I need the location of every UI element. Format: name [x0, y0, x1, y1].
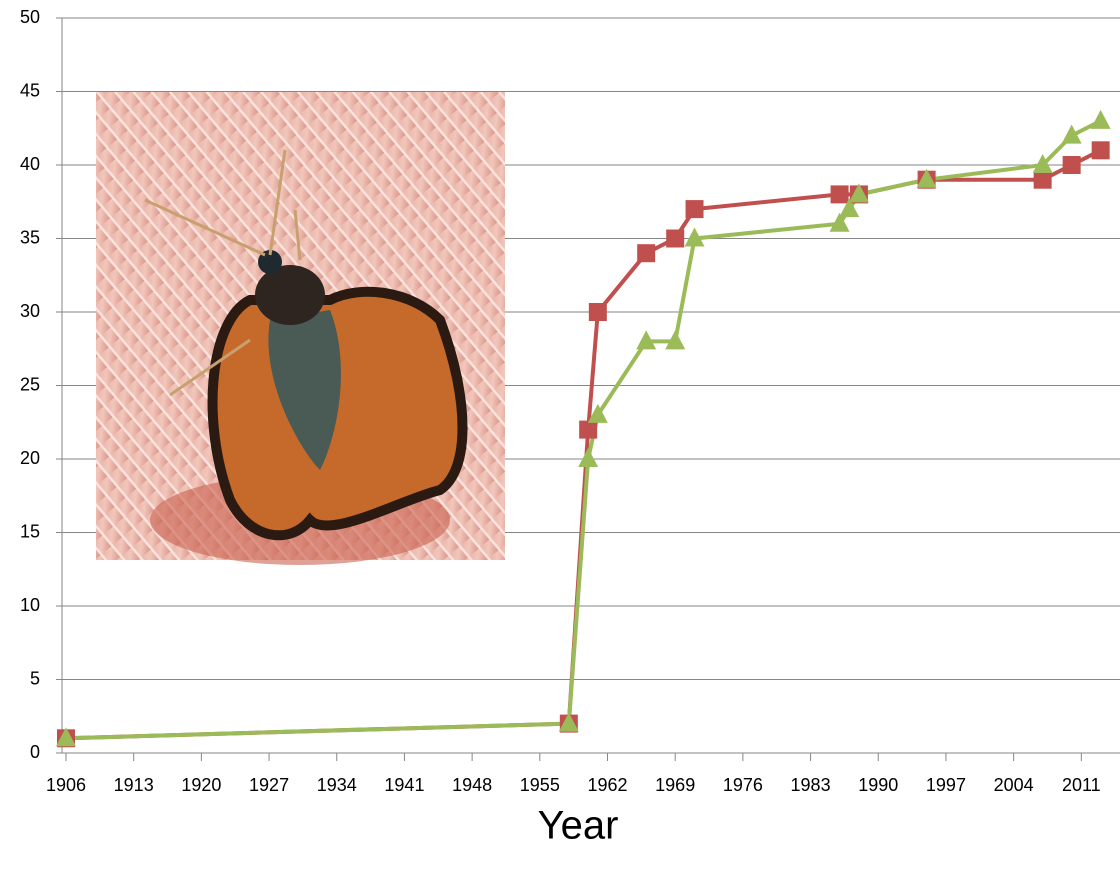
marker [1091, 110, 1111, 129]
x-tick-label: 1920 [181, 775, 221, 795]
marker [589, 303, 607, 321]
marker [578, 448, 598, 467]
y-tick-label: 30 [20, 301, 40, 321]
marker [686, 200, 704, 218]
x-tick-label: 1990 [858, 775, 898, 795]
marker [1063, 156, 1081, 174]
y-tick-label: 5 [30, 668, 40, 688]
photo-inset [96, 92, 505, 565]
x-tick-label: 1948 [452, 775, 492, 795]
insect-body [213, 292, 463, 535]
x-tick-label: 2004 [994, 775, 1034, 795]
x-tick-label: 1997 [926, 775, 966, 795]
x-tick-label: 2011 [1062, 775, 1101, 795]
y-tick-label: 45 [20, 80, 40, 100]
marker [637, 244, 655, 262]
y-tick-label: 50 [20, 7, 40, 27]
y-tick-label: 15 [20, 521, 40, 541]
y-tick-label: 10 [20, 595, 40, 615]
marker [1092, 141, 1110, 159]
y-tick-label: 25 [20, 374, 40, 394]
chart: Year 0 5 10 15 20 25 30 35 40 45 50 1906 1913 1920 192… [0, 0, 1120, 870]
x-tick-label: 1962 [587, 775, 627, 795]
y-tick-label: 20 [20, 448, 40, 468]
x-tick-label: 1983 [791, 775, 831, 795]
marker [831, 185, 849, 203]
marker [666, 230, 684, 248]
x-tick-label: 1927 [249, 775, 289, 795]
marker [579, 421, 597, 439]
insect-head [255, 265, 325, 325]
x-axis-title: Year [538, 804, 619, 848]
y-tick-label: 35 [20, 227, 40, 247]
x-tick-label: 1969 [655, 775, 695, 795]
x-tick-label: 1934 [317, 775, 357, 795]
x-tick-label: 1906 [46, 775, 86, 795]
x-tick-label: 1976 [723, 775, 763, 795]
marker [1034, 171, 1052, 189]
y-tick-label: 0 [30, 742, 40, 762]
x-tick-label: 1913 [114, 775, 154, 795]
x-tick-label: 1941 [384, 775, 424, 795]
y-tick-label: 40 [20, 154, 40, 174]
x-tick-label: 1955 [520, 775, 560, 795]
